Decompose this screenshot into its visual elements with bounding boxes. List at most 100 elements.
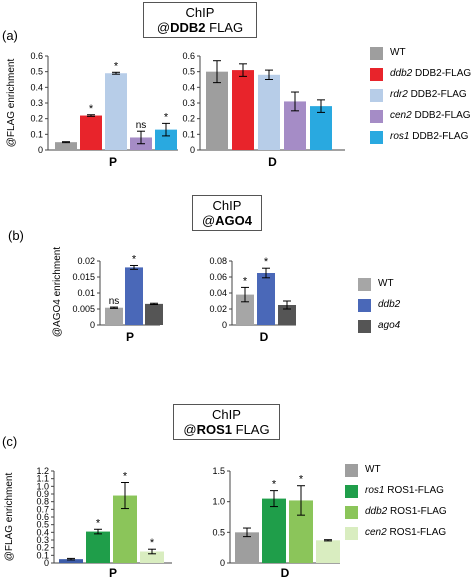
a-P-bar-2 (105, 73, 127, 150)
c-P-ytick-label: 0.5 (36, 520, 49, 530)
c-P-ytick-label: 0.2 (36, 543, 49, 553)
a-P-ytick-label: 0.1 (30, 129, 43, 139)
title-a-line2: @DDB2 FLAG (156, 20, 244, 35)
a-P-ytick-label: 0.3 (30, 98, 43, 108)
legend-a-swatch-1 (370, 68, 383, 81)
legend-a-label-4: ros1 DDB2-FLAG (390, 131, 469, 142)
b-D-ytick-label: 0.04 (209, 288, 227, 298)
c-P-bar-0 (59, 559, 83, 563)
legend-b-label-0: WT (378, 278, 394, 289)
legend-b-label-1: ddb2 (378, 299, 401, 310)
legend-b: WT ddb2 ago4 (358, 277, 468, 347)
title-c-line2: @ROS1 FLAG (183, 422, 270, 437)
c-P-annotation-1: * (96, 517, 101, 529)
panel-label-a: (a) (2, 28, 18, 43)
c-D-ytick-label: 1.0 (212, 497, 225, 507)
b-D-ytick-label: 0.06 (209, 272, 227, 282)
a-D-ytick-label: 0.3 (182, 98, 195, 108)
legend-a-label-1: ddb2 DDB2-FLAG (390, 68, 472, 79)
legend-a-swatch-2 (370, 89, 383, 102)
b-D-bar-2 (278, 305, 296, 325)
c-D-ytick-label: 0 (220, 558, 225, 568)
title-box-a: ChIP @DDB2 FLAG (143, 2, 257, 38)
legend-b-swatch-0 (358, 278, 371, 291)
c-D-annotation-1: * (272, 479, 277, 491)
b-P-annotation-1: * (132, 253, 137, 265)
title-a-line1: ChIP (185, 5, 215, 20)
a-D-ytick-label: 0.4 (182, 82, 195, 92)
b-D-ytick-label: 0.08 (209, 256, 227, 266)
panel-label-c: (c) (2, 434, 18, 449)
c-P-ytick-label: 1.0 (36, 481, 49, 491)
legend-c-label-1: ros1 ROS1-FLAG (365, 485, 444, 496)
a-P-bar-4 (155, 129, 177, 150)
legend-c-label-2: ddb2 ROS1-FLAG (365, 506, 447, 517)
b-P-ytick-label: 0.02 (77, 256, 95, 266)
b-P-annotation-0: ns (109, 296, 120, 307)
b-P-x-label: P (126, 330, 134, 344)
b-D-x-label: D (260, 330, 269, 344)
title-b-line1: ChIP (212, 198, 242, 213)
b-P-ytick-label: 0.005 (72, 304, 95, 314)
a-P-annotation-2: * (114, 60, 119, 72)
c-P-ytick-label: 0 (44, 558, 49, 568)
a-P-bar-1 (80, 115, 102, 150)
legend-c-label-3: cen2 ROS1-FLAG (365, 527, 447, 538)
legend-a-label-0: WT (390, 47, 406, 58)
a-D-ytick-label: 0.5 (182, 67, 195, 77)
a-D-ytick-label: 0.1 (182, 129, 195, 139)
b-P-bar-1 (125, 267, 143, 325)
b-D-bar-1 (257, 273, 275, 325)
c-P-annotation-2: * (123, 471, 128, 483)
c-P-bar-1 (86, 531, 110, 563)
c-P-ytick-label: 0.8 (36, 497, 49, 507)
a-D-x-label: D (268, 155, 277, 169)
a-D-bar-2 (258, 74, 280, 150)
a-P-x-label: P (109, 155, 117, 169)
a-D-bar-1 (232, 70, 254, 150)
legend-c-swatch-1 (345, 485, 358, 498)
b-D-ytick-label: 0.02 (209, 304, 227, 314)
c-P-annotation-3: * (150, 537, 155, 549)
c-P-x-label: P (109, 566, 117, 579)
c-P-ytick-label: 0.3 (36, 535, 49, 545)
legend-b-label-2: ago4 (378, 320, 401, 331)
a-P-ytick-label: 0.4 (30, 82, 43, 92)
b-D-ytick-label: 0 (222, 320, 227, 330)
a-P-ytick-label: 0 (38, 145, 43, 155)
c-P-ytick-label: 1.1 (36, 474, 49, 484)
a-P-ytick-label: 0.2 (30, 114, 43, 124)
b-D-annotation-1: * (264, 256, 269, 268)
legend-a: WT ddb2 DDB2-FLAG rdr2 DDB2-FLAG cen2 DDB2-… (370, 46, 474, 176)
c-D-x-label: D (281, 566, 290, 579)
legend-c-label-0: WT (365, 464, 381, 475)
a-P-ytick-label: 0.5 (30, 67, 43, 77)
legend-c-swatch-0 (345, 464, 358, 477)
c-D-bar-0 (235, 532, 259, 563)
c-P-ytick-label: 0.7 (36, 504, 49, 514)
b-P-bar-2 (145, 303, 163, 325)
a-D-ytick-label: 0.6 (182, 51, 195, 61)
title-box-c: ChIP @ROS1 FLAG (173, 404, 280, 440)
legend-a-swatch-4 (370, 131, 383, 144)
legend-a-swatch-0 (370, 47, 383, 60)
b-D-bar-0 (236, 294, 254, 325)
legend-c: WT ros1 ROS1-FLAG ddb2 ROS1-FLAG cen2 ROS1-… (345, 463, 474, 553)
legend-c-swatch-2 (345, 506, 358, 519)
a-P-annotation-3: ns (136, 120, 147, 131)
c-P-bar-3 (140, 551, 164, 563)
c-D-ytick-label: 0.5 (212, 527, 225, 537)
title-c-line1: ChIP (212, 407, 241, 422)
legend-b-swatch-1 (358, 299, 371, 312)
a-D-ytick-label: 0 (190, 145, 195, 155)
c-P-ytick-label: 1.2 (36, 466, 49, 476)
panel-label-b: (b) (8, 228, 24, 243)
legend-a-swatch-3 (370, 110, 383, 123)
b-D-annotation-0: * (243, 275, 248, 287)
legend-a-label-2: rdr2 DDB2-FLAG (390, 89, 467, 100)
a-D-bar-3 (284, 101, 306, 150)
legend-c-swatch-3 (345, 527, 358, 540)
c-D-ytick-label: 1.5 (212, 466, 225, 476)
a-P-bar-0 (55, 142, 77, 150)
